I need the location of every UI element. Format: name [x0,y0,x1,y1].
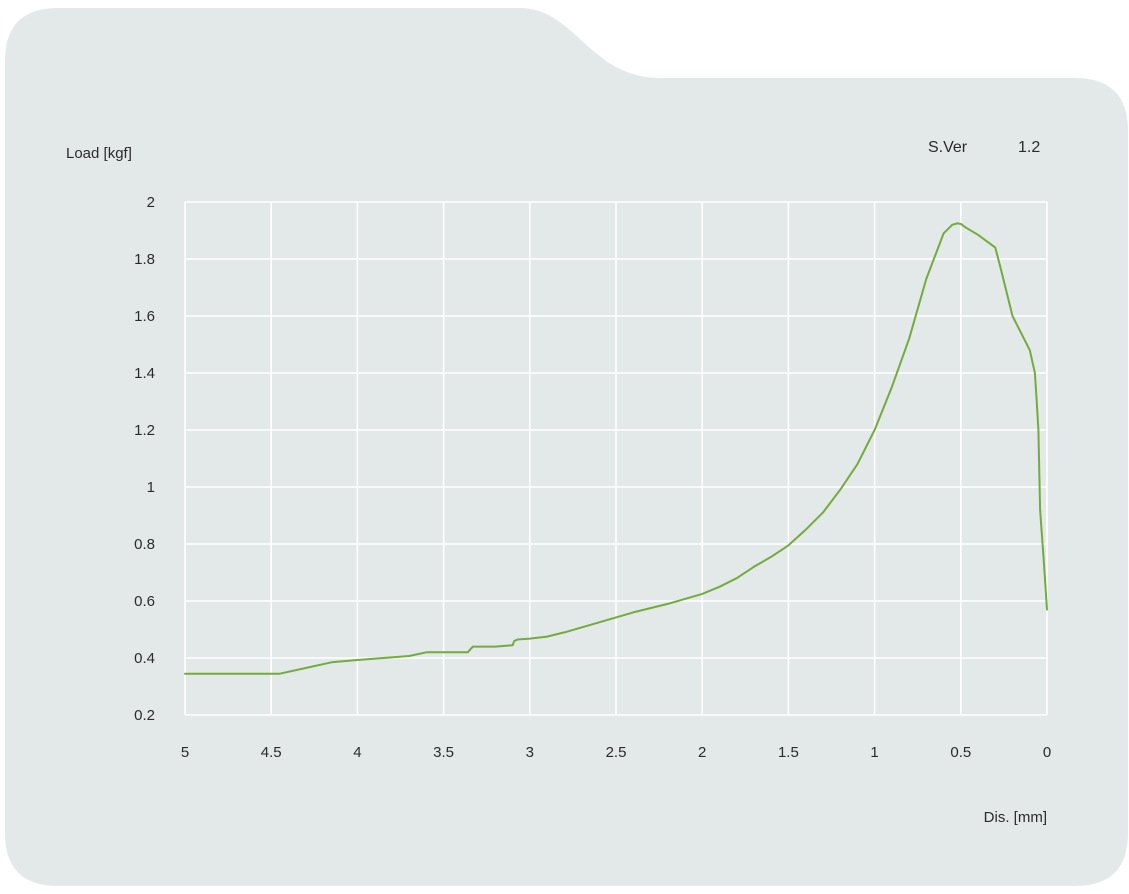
x-tick-label: 0.5 [950,744,971,761]
x-tick-label: 3.5 [433,744,454,761]
x-tick-label: 2 [698,744,706,761]
series-layer [184,222,1048,675]
y-tick-label: 0.4 [134,650,155,667]
x-tick-label: 5 [181,744,189,761]
y-tick-label: 1 [147,479,155,496]
grid-lines [184,201,1048,716]
x-tick-label: 1 [870,744,878,761]
y-tick-label: 1.2 [134,422,155,439]
version-label: S.Ver [928,139,968,156]
y-axis-title: Load [kgf] [66,145,132,162]
x-tick-label: 4 [353,744,361,761]
y-tick-label: 1.4 [134,365,155,382]
x-tick-label: 3 [526,744,534,761]
x-tick-label: 0 [1043,744,1051,761]
x-tick-label: 4.5 [261,744,282,761]
version-value: 1.2 [1018,139,1040,156]
y-tick-label: 0.2 [134,707,155,724]
x-axis-title: Dis. [mm] [984,809,1047,826]
y-tick-label: 0.8 [134,536,155,553]
series-line [184,222,1048,675]
x-tick-label: 1.5 [778,744,799,761]
y-tick-label: 2 [147,194,155,211]
y-tick-label: 1.8 [134,251,155,268]
tick-labels: 5 4.5 4 3.5 3 2.5 2 1.5 1 0.5 0 0.2 0.4 0.6 0.8 1 1.2 1.4… [134,194,1051,761]
x-tick-label: 2.5 [606,744,627,761]
y-tick-label: 1.6 [134,308,155,325]
chart-panel-background [5,8,1128,886]
y-tick-label: 0.6 [134,593,155,610]
